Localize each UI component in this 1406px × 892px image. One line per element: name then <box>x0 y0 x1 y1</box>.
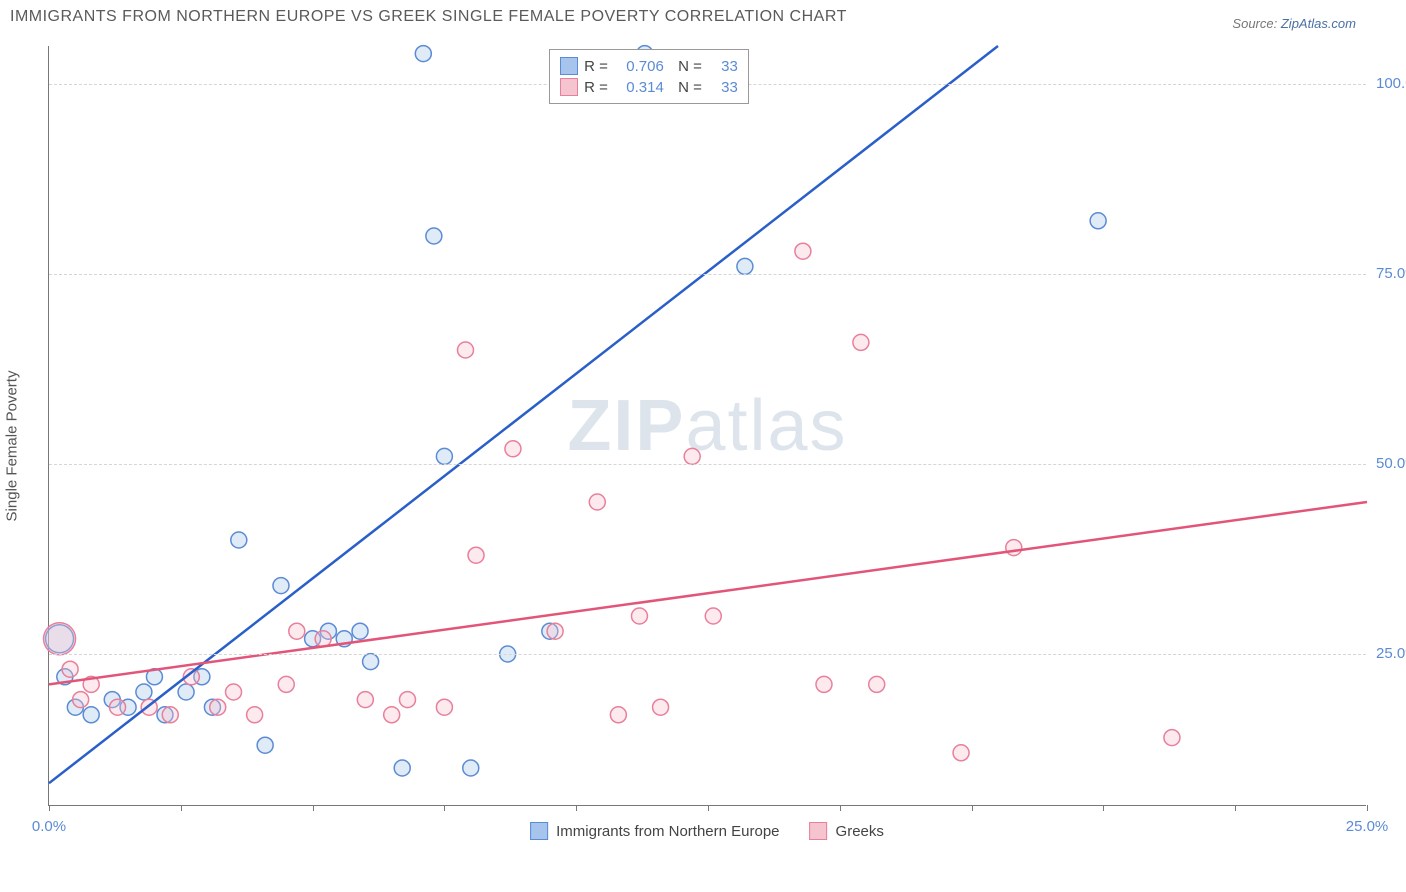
x-tick <box>1235 805 1236 811</box>
source-link[interactable]: ZipAtlas.com <box>1281 16 1356 31</box>
data-point <box>795 243 811 259</box>
data-point <box>1164 730 1180 746</box>
data-point <box>136 684 152 700</box>
data-point <box>547 623 563 639</box>
data-point <box>436 448 452 464</box>
plot-wrapper: ZIPatlas 25.0%50.0%75.0%100.0%0.0%25.0% … <box>48 46 1366 806</box>
data-point <box>247 707 263 723</box>
data-point <box>869 676 885 692</box>
data-point <box>363 654 379 670</box>
x-tick <box>840 805 841 811</box>
legend-n-value: 33 <box>708 79 738 96</box>
data-point <box>1090 213 1106 229</box>
data-point <box>653 699 669 715</box>
legend-series-name: Immigrants from Northern Europe <box>556 823 779 840</box>
data-point <box>953 745 969 761</box>
data-point <box>610 707 626 723</box>
data-point <box>257 737 273 753</box>
gridline-h <box>49 654 1366 655</box>
data-point <box>457 342 473 358</box>
data-point <box>684 448 700 464</box>
legend-n-label: N = <box>678 58 702 75</box>
data-point <box>468 547 484 563</box>
x-tick-label: 0.0% <box>32 818 66 835</box>
data-point <box>315 631 331 647</box>
legend-row: R = 0.706 N = 33 <box>560 57 738 75</box>
legend-n-label: N = <box>678 79 702 96</box>
data-point <box>278 676 294 692</box>
legend-r-label: R = <box>584 79 608 96</box>
data-point <box>83 707 99 723</box>
x-tick <box>1103 805 1104 811</box>
y-tick-label: 50.0% <box>1376 455 1406 472</box>
chart-svg <box>49 46 1366 805</box>
data-point <box>44 623 76 655</box>
data-point <box>853 334 869 350</box>
legend-r-label: R = <box>584 58 608 75</box>
trend-line <box>49 46 998 783</box>
x-tick <box>313 805 314 811</box>
data-point <box>816 676 832 692</box>
legend-swatch <box>810 822 828 840</box>
data-point <box>505 441 521 457</box>
title-bar: IMMIGRANTS FROM NORTHERN EUROPE VS GREEK… <box>10 8 1396 38</box>
legend-n-value: 33 <box>708 58 738 75</box>
legend-swatch <box>560 78 578 96</box>
data-point <box>357 692 373 708</box>
source-label: Source: <box>1232 16 1277 31</box>
source-attribution: Source: ZipAtlas.com <box>1232 16 1356 31</box>
trend-line <box>49 502 1367 684</box>
data-point <box>289 623 305 639</box>
data-point <box>73 692 89 708</box>
data-point <box>231 532 247 548</box>
data-point <box>705 608 721 624</box>
gridline-h <box>49 464 1366 465</box>
data-point <box>415 46 431 62</box>
data-point <box>631 608 647 624</box>
legend-series-name: Greeks <box>836 823 884 840</box>
legend-swatch <box>560 57 578 75</box>
data-point <box>352 623 368 639</box>
data-point <box>62 661 78 677</box>
data-point <box>394 760 410 776</box>
x-tick <box>444 805 445 811</box>
y-tick-label: 100.0% <box>1376 75 1406 92</box>
correlation-legend: R = 0.706 N = 33 R = 0.314 N = 33 <box>549 49 749 104</box>
x-tick <box>576 805 577 811</box>
chart-container: IMMIGRANTS FROM NORTHERN EUROPE VS GREEK… <box>0 0 1406 892</box>
x-tick <box>708 805 709 811</box>
data-point <box>273 578 289 594</box>
data-point <box>226 684 242 700</box>
x-tick-label: 25.0% <box>1346 818 1389 835</box>
data-point <box>178 684 194 700</box>
x-tick <box>1367 805 1368 811</box>
x-tick <box>972 805 973 811</box>
series-legend: Immigrants from Northern Europe Greeks <box>530 822 884 840</box>
data-point <box>110 699 126 715</box>
legend-r-value: 0.706 <box>614 58 664 75</box>
y-tick-label: 75.0% <box>1376 265 1406 282</box>
data-point <box>737 258 753 274</box>
data-point <box>162 707 178 723</box>
data-point <box>210 699 226 715</box>
data-point <box>463 760 479 776</box>
data-point <box>426 228 442 244</box>
legend-r-value: 0.314 <box>614 79 664 96</box>
chart-title: IMMIGRANTS FROM NORTHERN EUROPE VS GREEK… <box>10 8 847 25</box>
data-point <box>384 707 400 723</box>
x-tick <box>181 805 182 811</box>
data-point <box>1006 540 1022 556</box>
y-tick-label: 25.0% <box>1376 645 1406 662</box>
x-tick <box>49 805 50 811</box>
legend-swatch <box>530 822 548 840</box>
y-axis-label: Single Female Poverty <box>4 371 21 522</box>
legend-row: R = 0.314 N = 33 <box>560 78 738 96</box>
legend-item: Greeks <box>810 822 884 840</box>
gridline-h <box>49 274 1366 275</box>
data-point <box>399 692 415 708</box>
data-point <box>589 494 605 510</box>
plot-area: ZIPatlas 25.0%50.0%75.0%100.0%0.0%25.0% <box>48 46 1366 806</box>
legend-item: Immigrants from Northern Europe <box>530 822 779 840</box>
data-point <box>436 699 452 715</box>
